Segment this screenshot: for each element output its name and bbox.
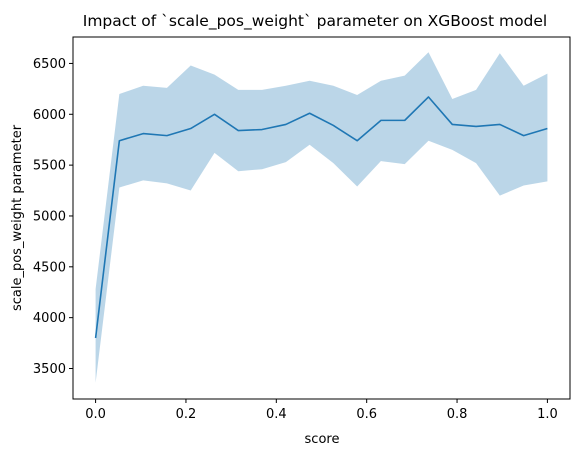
y-tick-label: 6000 [33, 108, 66, 123]
y-axis: 3500 4000 4500 5000 5500 6000 6500 [33, 57, 73, 377]
x-tick-label: 0.8 [447, 407, 468, 422]
confidence-band [95, 52, 548, 383]
x-tick-label: 0.4 [266, 407, 287, 422]
y-tick-label: 4500 [33, 260, 66, 275]
y-tick-label: 6500 [33, 57, 66, 72]
plot-area [94, 52, 548, 383]
x-tick-label: 1.0 [537, 407, 558, 422]
y-tick-label: 3500 [33, 362, 66, 377]
y-tick-label: 4000 [33, 311, 66, 326]
x-axis-title: score [305, 432, 340, 447]
y-tick-label: 5500 [33, 159, 66, 174]
y-axis-title: scale_pos_weight parameter [10, 124, 25, 311]
y-tick-label: 5000 [33, 209, 66, 224]
chart-title: Impact of `scale_pos_weight` parameter o… [83, 12, 548, 31]
x-tick-label: 0.0 [85, 407, 106, 422]
plot-frame [72, 36, 571, 400]
x-tick-label: 0.2 [176, 407, 197, 422]
x-axis: 0.0 0.2 0.4 0.6 0.8 1.0 [85, 399, 558, 422]
x-tick-label: 0.6 [356, 407, 377, 422]
series-line [94, 96, 548, 339]
